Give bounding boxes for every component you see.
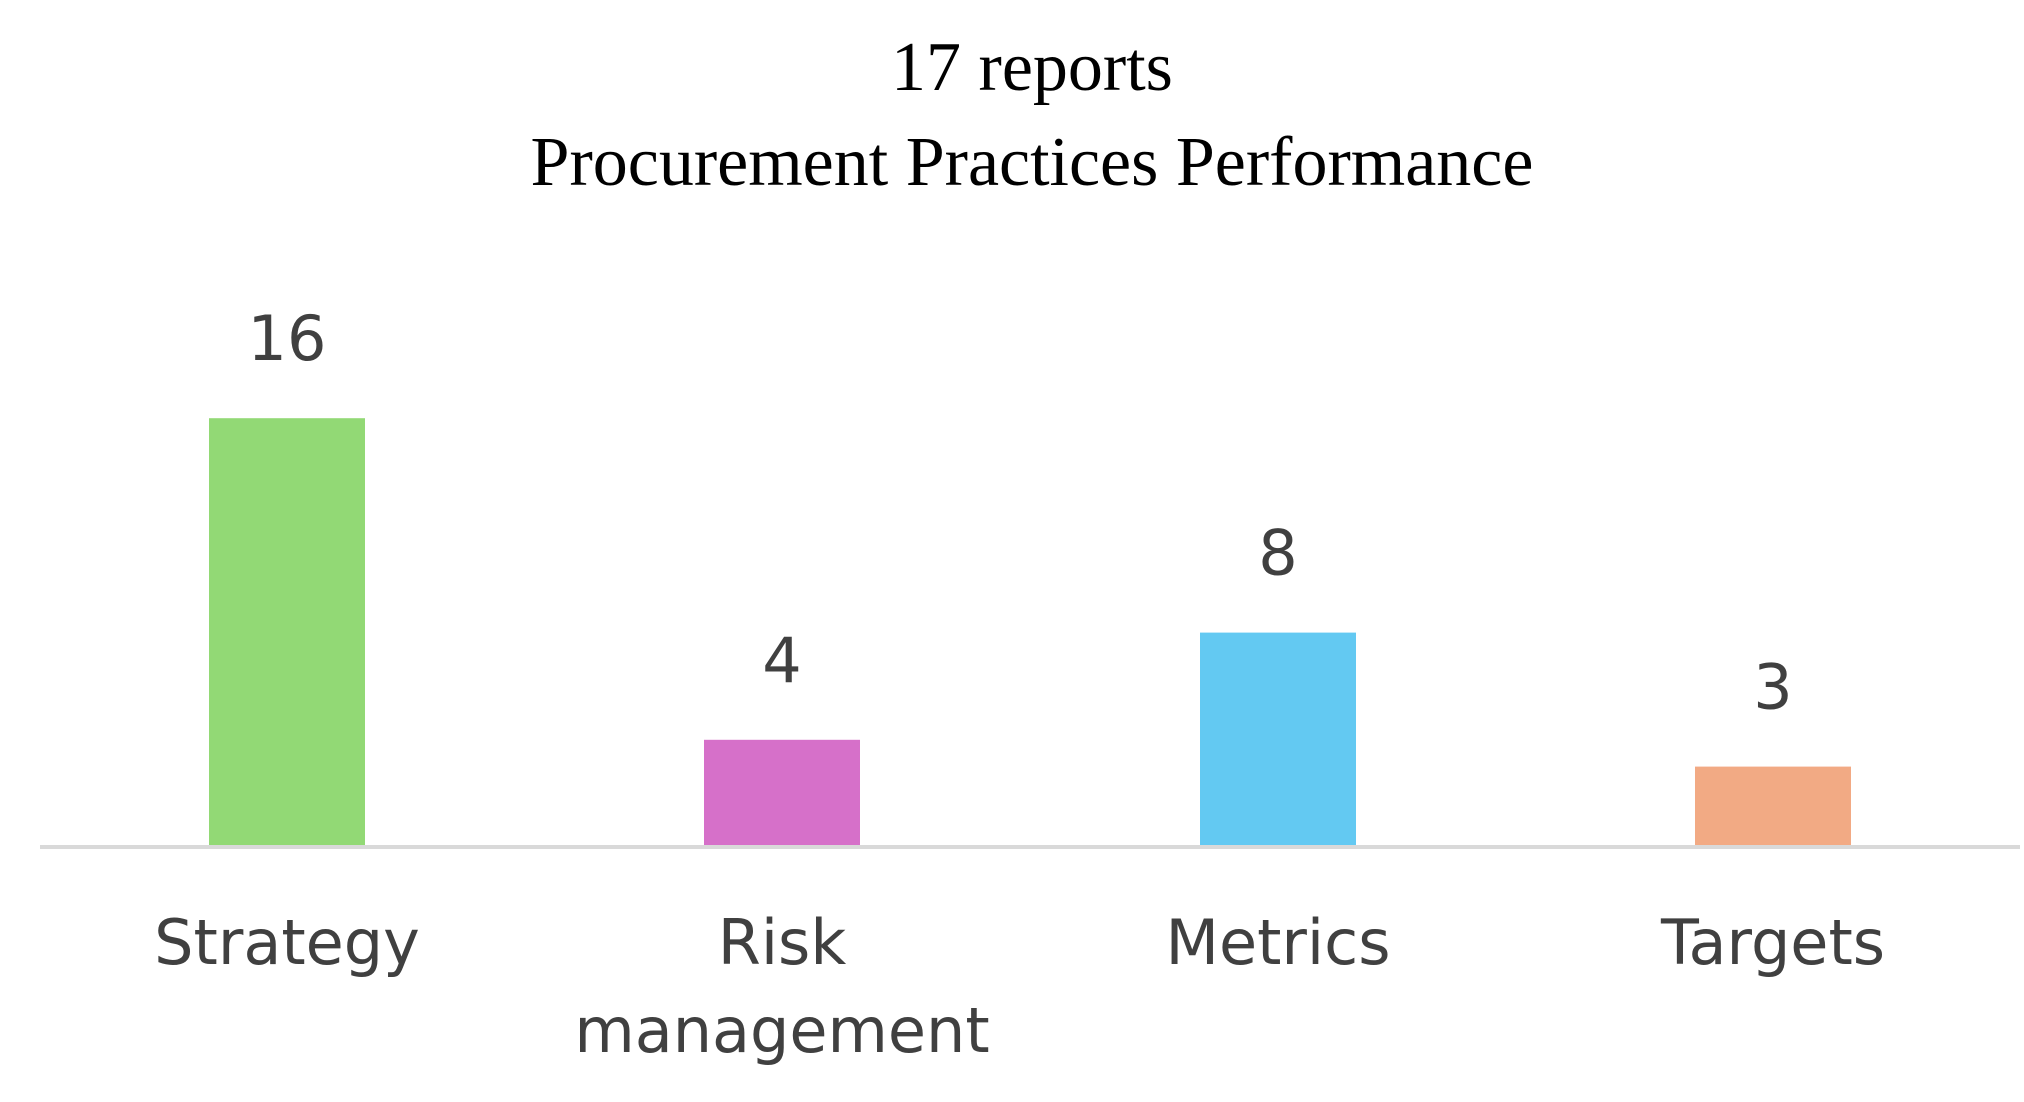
chart-title-line-2: Procurement Practices Performance [531,124,1534,201]
category-label-1-line-1: management [574,994,989,1067]
category-label-3-line-0: Targets [1660,906,1885,979]
bar-3 [1695,766,1851,847]
chart-title-line-1: 17 reports [891,29,1173,106]
category-label-0-line-0: Strategy [154,906,420,979]
bar-2 [1200,632,1356,847]
value-label-3: 3 [1753,651,1792,724]
bar-0 [209,418,365,847]
value-labels-group: 16 4 8 3 [248,302,1793,723]
category-label-1-line-0: Risk [718,906,847,979]
value-label-0: 16 [248,302,327,375]
value-label-1: 4 [762,624,801,697]
category-labels-group: Strategy Risk management Metrics Targets [154,906,1885,1067]
bars-group [209,418,1851,847]
bar-1 [704,739,860,847]
value-label-2: 8 [1258,517,1297,590]
category-label-2-line-0: Metrics [1165,906,1390,979]
